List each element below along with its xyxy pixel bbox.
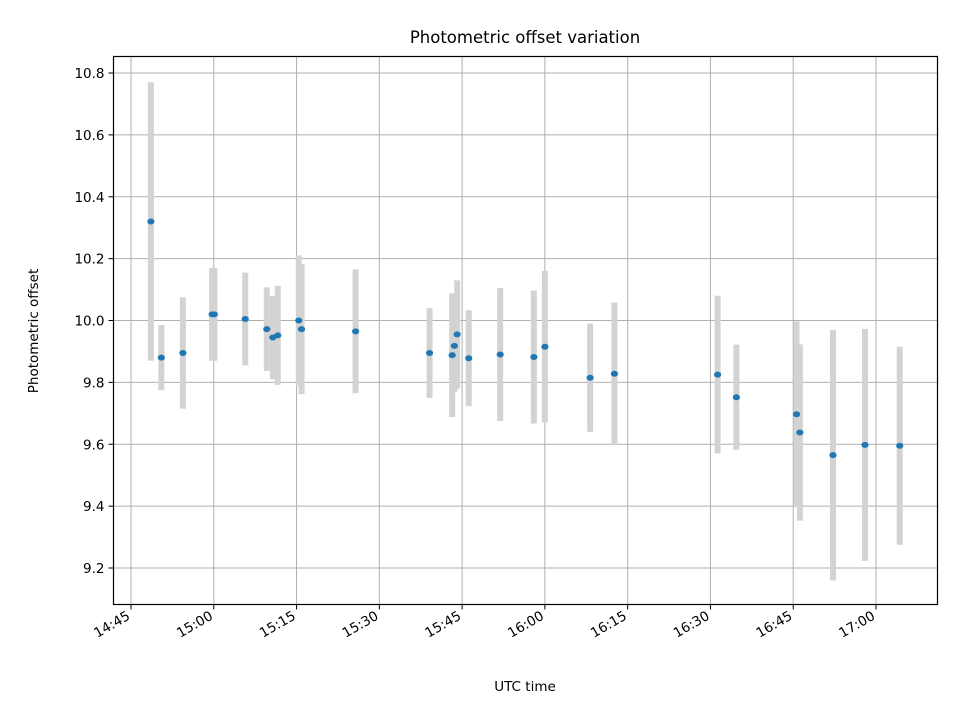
data-point [179,349,187,356]
y-tick-label: 10.6 [74,128,104,144]
data-point [792,411,801,418]
y-tick-label: 9.2 [83,561,104,577]
data-point [352,328,360,335]
data-point [530,354,538,361]
data-point [796,429,804,436]
y-axis: 9.2 9.4 9.6 9.8 10.0 10.2 10.4 10.6 10.8 [74,66,114,577]
data-point [274,332,282,339]
y-tick-label: 10.2 [74,252,104,268]
y-tick-label: 9.6 [83,437,104,453]
chart-title: Photometric offset variation [410,28,640,47]
data-point [147,218,155,225]
data-point [896,442,904,449]
data-point [297,326,306,333]
plot-frame [112,55,939,606]
y-tick-label: 10.0 [74,314,104,330]
y-tick-label: 9.4 [83,499,104,515]
data-point [157,354,165,361]
data-point [496,351,504,358]
data-point [465,355,473,362]
data-point [541,343,549,350]
data-points [147,218,904,459]
data-point [241,315,249,322]
y-tick-label: 10.4 [74,190,104,206]
data-point [732,394,740,401]
data-point [829,452,837,459]
x-axis-label: UTC time [494,679,556,695]
data-point [425,349,434,356]
data-point [453,331,461,338]
data-point [610,370,619,377]
y-tick-label: 9.8 [83,375,104,391]
data-point [263,326,271,333]
data-point [586,374,594,381]
data-point [861,441,869,448]
data-point [210,311,218,318]
data-point [714,371,722,378]
data-point [450,342,458,349]
y-axis-label: Photometric offset [26,269,42,393]
data-point [448,352,456,359]
y-tick-label: 10.8 [74,66,104,82]
data-point [295,317,303,324]
